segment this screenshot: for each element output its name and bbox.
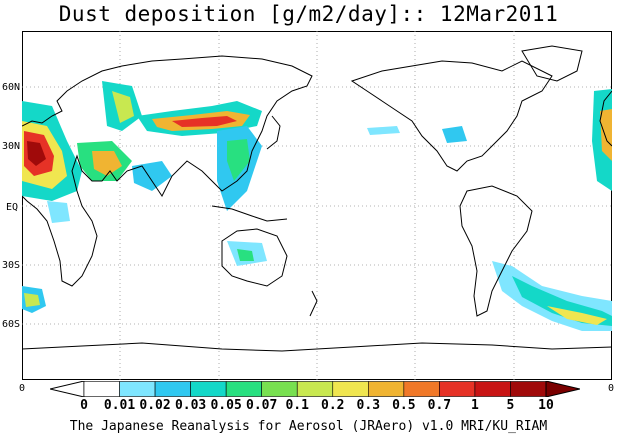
- colorbar-box: [296, 381, 334, 397]
- colorbar-box: [439, 381, 476, 397]
- colorbar-box: [332, 381, 369, 397]
- colorbar-box: [225, 381, 262, 397]
- colorbar-box: [474, 381, 511, 397]
- colorbar: [50, 381, 580, 397]
- right-edge-label: 0: [608, 383, 615, 394]
- colorbar-box: [83, 381, 120, 397]
- colorbar-tick-label: 0.5: [392, 398, 416, 413]
- colorbar-tick-label: 0.2: [321, 398, 345, 413]
- colorbar-tick-label: 0.3: [356, 398, 381, 413]
- footer-credit: The Japanese Reanalysis for Aerosol (JRA…: [69, 419, 548, 434]
- colorbar-tick-label: 0.1: [285, 398, 309, 413]
- dust-deposition-map: [22, 31, 612, 380]
- colorbar-tick-label: 0.07: [246, 398, 278, 413]
- colorbar-arrow-low: [50, 381, 85, 397]
- colorbar-tick-label: 0: [80, 398, 88, 413]
- lat-label-60n: 60N: [2, 82, 21, 93]
- colorbar-tick-label: 10: [538, 398, 554, 413]
- coastlines: [22, 45, 612, 352]
- lat-label-30s: 30S: [2, 260, 21, 271]
- colorbar-boxes: [50, 381, 580, 397]
- map-title: Dust deposition [g/m2/day]:: 12Mar2011: [58, 2, 559, 26]
- colorbar-box: [510, 381, 547, 397]
- colorbar-box: [403, 381, 440, 397]
- lat-label-eq: EQ: [6, 202, 19, 213]
- colorbar-tick-label: 0.01: [103, 398, 136, 413]
- colorbar-tick-label: 0.7: [427, 398, 452, 413]
- lat-label-60s: 60S: [2, 319, 21, 330]
- left-edge-label: 0: [19, 383, 26, 394]
- colorbar-arrow-high: [545, 381, 580, 397]
- colorbar-tick-label: 0.02: [139, 398, 171, 413]
- colorbar-box: [190, 381, 227, 397]
- colorbar-tick-label: 1: [471, 398, 479, 413]
- colorbar-box: [154, 381, 191, 397]
- colorbar-box: [261, 381, 298, 397]
- dust-shading: [22, 81, 612, 331]
- colorbar-tick-label: 0.03: [174, 398, 207, 413]
- colorbar-box: [119, 381, 156, 397]
- lat-label-30n: 30N: [2, 141, 21, 152]
- colorbar-tick-label: 5: [506, 398, 515, 413]
- colorbar-box: [368, 381, 405, 397]
- colorbar-tick-label: 0.05: [210, 398, 242, 413]
